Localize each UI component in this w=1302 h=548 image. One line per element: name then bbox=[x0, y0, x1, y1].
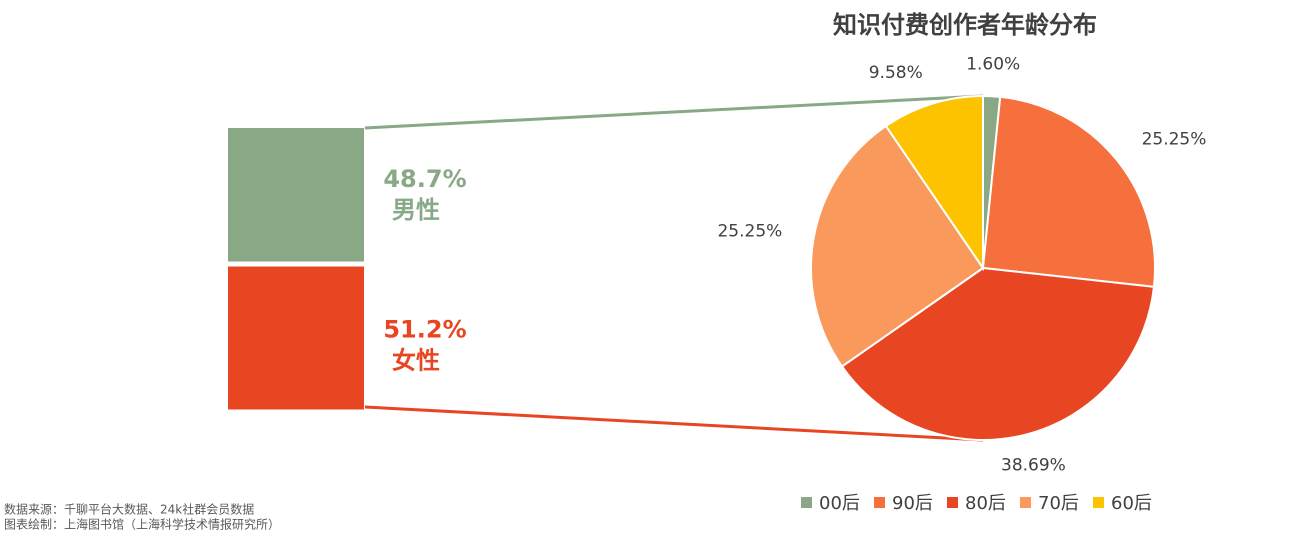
legend-label: 60后 bbox=[1111, 493, 1152, 514]
data-label: 1.60% bbox=[966, 54, 1020, 74]
footnote: 数据来源：千聊平台大数据、24k社群会员数据 bbox=[4, 502, 254, 517]
value-label: 48.7% bbox=[383, 165, 466, 193]
pie-slice bbox=[810, 124, 985, 368]
connector bbox=[364, 405, 984, 442]
legend-swatch bbox=[1020, 497, 1031, 508]
pie-slice bbox=[840, 266, 1156, 441]
bar-segment bbox=[228, 128, 364, 262]
legend-label: 00后 bbox=[819, 493, 860, 514]
value-label: 51.2% bbox=[383, 316, 466, 344]
pie-slice bbox=[884, 94, 984, 272]
chart-title: 知识付费创作者年龄分布 bbox=[833, 11, 1097, 39]
legend-label: 90后 bbox=[892, 493, 933, 514]
bar-segment bbox=[228, 266, 364, 410]
data-label: 38.69% bbox=[1001, 456, 1066, 476]
data-label: 25.25% bbox=[717, 221, 782, 241]
pie-slice bbox=[981, 95, 1156, 288]
category-label: 女性 bbox=[392, 347, 440, 375]
legend-label: 80后 bbox=[965, 493, 1006, 514]
legend-label: 70后 bbox=[1038, 493, 1079, 514]
legend-swatch bbox=[1093, 497, 1104, 508]
legend-swatch bbox=[947, 497, 958, 508]
connector bbox=[364, 94, 984, 130]
legend-swatch bbox=[874, 497, 885, 508]
footnote: 图表绘制：上海图书馆（上海科学技术情报研究所） bbox=[4, 517, 280, 532]
data-label: 9.58% bbox=[869, 63, 923, 83]
data-label: 25.25% bbox=[1142, 130, 1207, 150]
category-label: 男性 bbox=[392, 196, 440, 224]
legend-swatch bbox=[801, 497, 812, 508]
